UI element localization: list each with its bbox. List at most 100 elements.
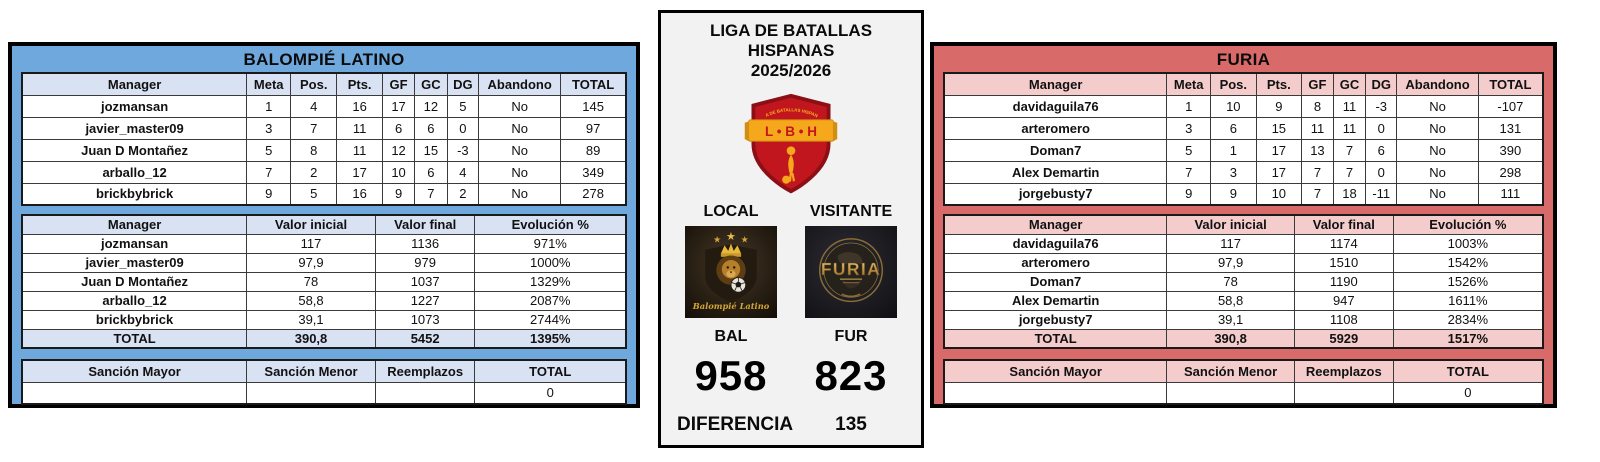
value-cell: 7 bbox=[1166, 160, 1212, 184]
svg-text:★: ★ bbox=[741, 235, 749, 245]
column-header: Manager bbox=[943, 72, 1168, 96]
value-cell: 97,9 bbox=[246, 252, 376, 273]
column-header: GF bbox=[382, 72, 416, 96]
table-row: TOTAL 390,8 5452 1395% bbox=[21, 328, 627, 349]
column-header: Valor inicial bbox=[1166, 214, 1295, 235]
value-cell: 18 bbox=[1332, 182, 1367, 206]
svg-text:★: ★ bbox=[713, 235, 721, 245]
header-row: Sanción Mayor Sanción Menor Reemplazos TOTA… bbox=[21, 359, 627, 383]
value-cell: 97,9 bbox=[1166, 252, 1295, 273]
values-total-row: TOTAL 390,8 5452 1395% bbox=[21, 328, 627, 349]
column-header: Manager bbox=[943, 214, 1168, 235]
column-header: TOTAL bbox=[560, 72, 627, 96]
value-cell: 5 bbox=[1166, 138, 1212, 162]
column-header: Pos. bbox=[290, 72, 338, 96]
stats-body: jozmansan 1 4 16 17 12 5 No 145 javier_master09 3 7… bbox=[21, 94, 627, 206]
value-cell: 1174 bbox=[1293, 233, 1394, 254]
value-cell: 15 bbox=[414, 138, 448, 162]
furia-team-logo: FURIA bbox=[805, 226, 897, 318]
column-header: Reemplazos bbox=[374, 359, 476, 383]
value-cell: 0 bbox=[1365, 116, 1398, 140]
value-cell: 3 bbox=[1210, 160, 1257, 184]
value-cell: 10 bbox=[1255, 182, 1303, 206]
value-cell: 6 bbox=[382, 116, 416, 140]
value-cell: 298 bbox=[1477, 160, 1544, 184]
value-cell: 2744% bbox=[474, 309, 627, 330]
column-header: GC bbox=[414, 72, 448, 96]
table-row: Juan D Montañez 78 1037 1329% bbox=[21, 271, 627, 292]
value-cell: 16 bbox=[336, 182, 384, 206]
value-cell: 5 bbox=[246, 138, 292, 162]
value-cell: 10 bbox=[382, 160, 416, 184]
furia-values-table: Manager Valor inicial Valor final Evolución… bbox=[943, 214, 1544, 349]
value-cell: 5452 bbox=[374, 328, 476, 349]
stats-header-row: Manager Meta Pos. Pts. GF GC DG Abandono TOTAL bbox=[943, 72, 1544, 96]
value-cell: 7 bbox=[414, 182, 448, 206]
value-cell: 2834% bbox=[1392, 309, 1544, 330]
header-row: Manager Meta Pos. Pts. GF GC DG Abandono TOTAL bbox=[21, 72, 627, 96]
table-row: arballo_12 7 2 17 10 6 4 No 349 bbox=[21, 160, 627, 184]
header-row: Manager Valor inicial Valor final Evolución… bbox=[21, 214, 627, 235]
value-cell: -3 bbox=[446, 138, 480, 162]
value-cell: 1395% bbox=[474, 328, 627, 349]
row-label-cell: jozmansan bbox=[21, 233, 248, 254]
value-cell: 0 bbox=[446, 116, 480, 140]
column-header: Meta bbox=[1166, 72, 1212, 96]
value-cell: No bbox=[478, 138, 562, 162]
balompie-title: BALOMPIÉ LATINO bbox=[243, 50, 405, 69]
value-cell: 5 bbox=[290, 182, 338, 206]
value-cell: 17 bbox=[336, 160, 384, 184]
row-label-cell: Alex Demartin bbox=[943, 160, 1168, 184]
value-cell: 15 bbox=[1255, 116, 1303, 140]
column-header: DG bbox=[1365, 72, 1398, 96]
table-row: TOTAL 390,8 5929 1517% bbox=[943, 328, 1544, 349]
value-cell: No bbox=[478, 94, 562, 118]
visitante-score: 823 bbox=[814, 352, 888, 399]
column-header: TOTAL bbox=[474, 359, 627, 383]
diferencia-value: 135 bbox=[835, 414, 867, 435]
value-cell: 7 bbox=[1332, 138, 1367, 162]
column-header: Sanción Menor bbox=[246, 359, 376, 383]
column-header: Meta bbox=[246, 72, 292, 96]
league-title: LIGA DE BATALLAS HISPANAS bbox=[709, 21, 873, 60]
row-label-cell: TOTAL bbox=[943, 328, 1168, 349]
value-cell: 4 bbox=[446, 160, 480, 184]
value-cell: 39,1 bbox=[246, 309, 376, 330]
value-cell: 17 bbox=[1255, 160, 1303, 184]
value-cell: 8 bbox=[1301, 94, 1334, 118]
value-cell: 3 bbox=[246, 116, 292, 140]
row-label-cell: arballo_12 bbox=[21, 290, 248, 311]
row-label-cell: jorgebusty7 bbox=[943, 182, 1168, 206]
header-row: Manager Valor inicial Valor final Evolución… bbox=[943, 214, 1544, 235]
local-abbr: BAL bbox=[714, 328, 748, 345]
table-row: arteromero 3 6 15 11 11 0 No 131 bbox=[943, 116, 1544, 140]
spacer bbox=[943, 349, 1544, 359]
table-row: arballo_12 58,8 1227 2087% bbox=[21, 290, 627, 311]
value-cell: 7 bbox=[1301, 160, 1334, 184]
table-row: 0 bbox=[21, 381, 627, 405]
column-header: Evolución % bbox=[474, 214, 627, 235]
value-cell: 1329% bbox=[474, 271, 627, 292]
column-header: Sanción Menor bbox=[1166, 359, 1295, 383]
column-header: Valor final bbox=[1293, 214, 1394, 235]
values-total-row: TOTAL 390,8 5929 1517% bbox=[943, 328, 1544, 349]
row-label-cell: davidaguila76 bbox=[943, 94, 1168, 118]
value-cell: 9 bbox=[1166, 182, 1212, 206]
local-column: LOCAL ★ ★ ★ bbox=[675, 203, 787, 400]
table-row: jozmansan 1 4 16 17 12 5 No 145 bbox=[21, 94, 627, 118]
table-row: davidaguila76 1 10 9 8 11 -3 No -107 bbox=[943, 94, 1544, 118]
row-label-cell: Alex Demartin bbox=[943, 290, 1168, 311]
value-cell: 1037 bbox=[374, 271, 476, 292]
value-cell: 6 bbox=[1365, 138, 1398, 162]
table-row: davidaguila76 117 1174 1003% bbox=[943, 233, 1544, 254]
value-cell: 11 bbox=[1332, 116, 1367, 140]
value-cell bbox=[374, 381, 476, 405]
header-row: Manager Meta Pos. Pts. GF GC DG Abandono TOTAL bbox=[943, 72, 1544, 96]
table-row: Juan D Montañez 5 8 11 12 15 -3 No 89 bbox=[21, 138, 627, 162]
column-header: Pos. bbox=[1210, 72, 1257, 96]
value-cell: No bbox=[1396, 160, 1479, 184]
sanctions-header-row: Sanción Mayor Sanción Menor Reemplazos TOTA… bbox=[21, 359, 627, 383]
value-cell: 0 bbox=[1392, 381, 1544, 405]
table-row: brickbybrick 39,1 1073 2744% bbox=[21, 309, 627, 330]
value-cell: 131 bbox=[1477, 116, 1544, 140]
